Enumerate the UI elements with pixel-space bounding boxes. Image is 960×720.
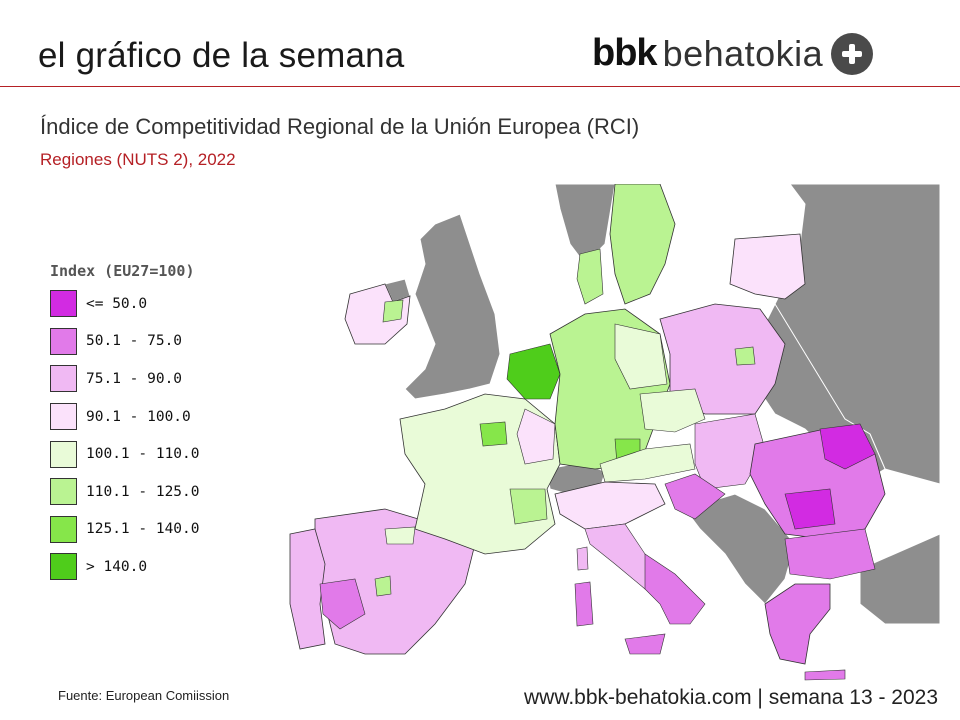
legend-item: 110.1 - 125.0 [50,473,200,511]
region-warsaw [734,346,756,366]
legend-swatch [50,440,77,468]
region-croatia [664,473,726,520]
region-italy-north [554,481,666,530]
plus-circle-icon [831,32,874,75]
legend-label: 50.1 - 75.0 [86,333,183,350]
region-corsica [576,546,589,571]
region-germany-east [614,323,668,390]
region-crete [804,669,846,681]
region-ireland [344,283,411,345]
legend-swatch [50,553,77,581]
region-greece [764,583,831,665]
region-madrid [374,575,392,597]
region-sicily [624,633,666,655]
legend-item: 125.1 - 140.0 [50,511,200,549]
region-poland [659,303,786,415]
legend-label: 75.1 - 90.0 [86,370,183,387]
region-hungary-slovakia [694,413,766,490]
brand-name: behatokia [662,32,824,74]
chart-title: Índice de Competitividad Regional de la … [40,114,640,139]
region-benelux [506,343,561,400]
legend-item: <= 50.0 [50,285,200,323]
legend-swatch [50,327,77,355]
region-rhone-alpes [509,488,548,525]
legend-label: 125.1 - 140.0 [86,521,200,538]
region-denmark [576,248,604,305]
legend-swatch [50,478,77,506]
source-note: Fuente: European Comiission [58,688,230,703]
region-italy-south [644,553,706,625]
europe-map [285,184,940,684]
region-baltics [729,233,806,300]
legend-label: <= 50.0 [86,295,148,312]
legend-swatch [50,515,77,543]
legend-item: > 140.0 [50,548,200,586]
region-romania-s [784,488,836,530]
legend-label: 110.1 - 125.0 [86,483,200,500]
legend-item: 90.1 - 100.0 [50,398,200,436]
legend-swatch [50,290,77,318]
region-turkey [859,533,940,625]
slide-title: el gráfico de la semana [38,36,405,75]
legend-item: 50.1 - 75.0 [50,323,200,361]
legend-label: 100.1 - 110.0 [86,446,200,463]
legend-items: <= 50.0 50.1 - 75.0 75.1 - 90.0 90.1 - 100.… [50,285,200,586]
region-dublin [382,299,404,323]
region-extremadura [319,578,366,630]
region-romania-ne [819,423,876,470]
map-legend: Index (EU27=100) <= 50.0 50.1 - 75.0 75.1 … [50,262,200,586]
region-sardinia [574,581,594,627]
footer-website: www.bbk-behatokia.com | semana 13 - 2023 [523,686,938,709]
region-bulgaria [784,528,876,580]
region-ile-de-france [479,421,508,447]
legend-item: 75.1 - 90.0 [50,360,200,398]
legend-swatch [50,403,77,431]
legend-label: > 140.0 [86,558,148,575]
brand-bbk: bbk [592,32,658,74]
region-basque [384,526,416,545]
europe-map-svg [285,184,940,684]
region-balkans [684,493,796,605]
region-czechia [639,388,706,433]
region-great-britain [404,213,501,400]
header-divider [0,86,960,87]
chart-subtitle: Regiones (NUTS 2), 2022 [40,150,236,169]
legend-swatch [50,365,77,393]
region-portugal [289,528,326,650]
legend-item: 100.1 - 110.0 [50,435,200,473]
legend-title: Index (EU27=100) [50,262,195,280]
brand-logo: bbk behatokia [592,32,874,75]
region-sweden [609,184,676,305]
region-france-east [516,408,556,465]
legend-label: 90.1 - 100.0 [86,408,191,425]
